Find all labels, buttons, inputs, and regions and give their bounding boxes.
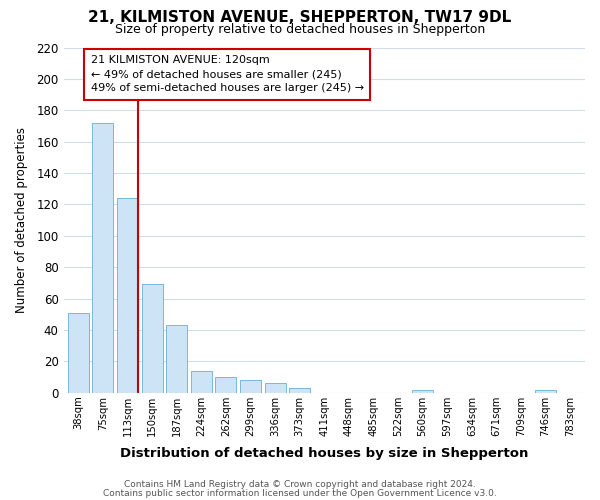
Text: Contains public sector information licensed under the Open Government Licence v3: Contains public sector information licen…	[103, 488, 497, 498]
Bar	[215, 377, 236, 392]
Y-axis label: Number of detached properties: Number of detached properties	[15, 127, 28, 313]
Text: 21 KILMISTON AVENUE: 120sqm
← 49% of detached houses are smaller (245)
49% of se: 21 KILMISTON AVENUE: 120sqm ← 49% of det…	[91, 56, 364, 94]
Bar	[166, 326, 187, 392]
Bar	[117, 198, 138, 392]
Bar	[92, 123, 113, 392]
Text: 21, KILMISTON AVENUE, SHEPPERTON, TW17 9DL: 21, KILMISTON AVENUE, SHEPPERTON, TW17 9…	[88, 10, 512, 25]
Bar	[191, 371, 212, 392]
Bar	[289, 388, 310, 392]
Bar	[142, 284, 163, 393]
Bar	[265, 384, 286, 392]
Text: Size of property relative to detached houses in Shepperton: Size of property relative to detached ho…	[115, 22, 485, 36]
Bar	[535, 390, 556, 392]
Bar	[240, 380, 261, 392]
Text: Contains HM Land Registry data © Crown copyright and database right 2024.: Contains HM Land Registry data © Crown c…	[124, 480, 476, 489]
Bar	[412, 390, 433, 392]
X-axis label: Distribution of detached houses by size in Shepperton: Distribution of detached houses by size …	[120, 447, 529, 460]
Bar	[68, 312, 89, 392]
